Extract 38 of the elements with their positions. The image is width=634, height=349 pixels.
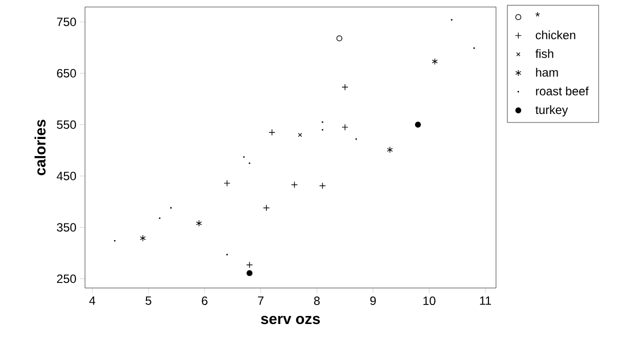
point [263, 204, 270, 212]
point [246, 262, 253, 268]
y-tick-label: 250 [57, 274, 76, 283]
legend-label: chicken [536, 30, 576, 40]
x-tick-label: 7 [258, 296, 264, 305]
point [342, 124, 348, 131]
x-tick-label: 9 [370, 296, 376, 306]
legend-label: fish [535, 49, 554, 58]
point [140, 234, 146, 242]
y-tick-label: 450 [56, 172, 76, 180]
point [298, 132, 302, 137]
legend-label: ham [536, 68, 558, 77]
y-tick-label: 750 [57, 18, 76, 26]
y-tick-label: 350 [56, 223, 76, 232]
point [415, 122, 421, 128]
point [386, 146, 393, 154]
x-tick-label: 8 [314, 296, 320, 306]
point [291, 181, 298, 188]
x-tick-label: 5 [146, 296, 152, 305]
point [319, 182, 326, 190]
point [224, 180, 230, 187]
x-tick-label: 10 [423, 296, 436, 306]
x-tick-label: 11 [480, 296, 491, 305]
y-tick-label: 650 [57, 69, 76, 78]
point [432, 58, 438, 65]
legend-label: turkey [535, 105, 568, 116]
x-axis-title: serv ozs [261, 316, 320, 324]
point [268, 128, 276, 136]
point [246, 270, 252, 276]
y-axis-title: calories [34, 120, 46, 176]
legend-label: * [535, 12, 540, 16]
y-tick-label: 550 [56, 120, 76, 129]
point [342, 84, 348, 90]
x-tick-label: 6 [202, 296, 208, 306]
point [196, 220, 202, 227]
x-tick-label: 4 [89, 296, 96, 305]
point [336, 35, 342, 42]
legend-label: roast beef [536, 86, 589, 96]
